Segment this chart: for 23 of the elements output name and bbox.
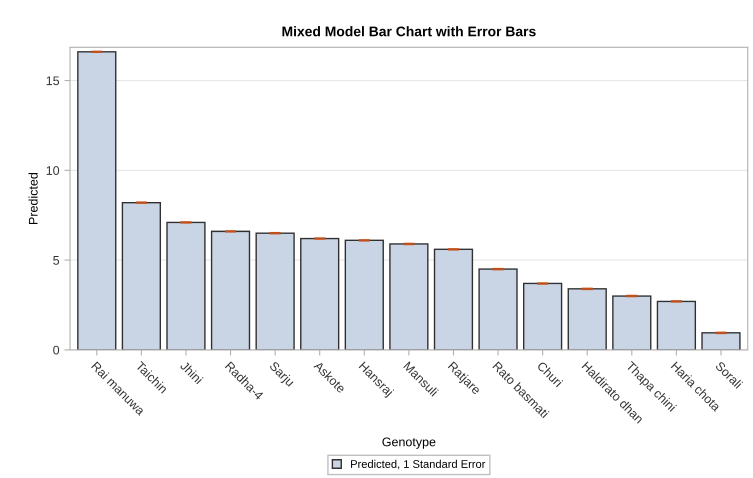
bar: [255, 232, 295, 350]
bar: [122, 202, 162, 350]
bar: [300, 238, 340, 350]
bar: [166, 222, 206, 350]
bar: [656, 300, 696, 350]
legend-label: Predicted, 1 Standard Error: [351, 460, 486, 470]
bar: [478, 268, 518, 350]
bar: [612, 295, 652, 350]
chart-title: Mixed Model Bar Chart with Error Bars: [282, 26, 536, 36]
bar: [389, 243, 429, 350]
bar: [210, 230, 250, 350]
y-tick-label: 0: [53, 346, 60, 355]
y-tick-label: 5: [53, 256, 60, 265]
y-tick-label: 15: [46, 76, 60, 86]
bar: [434, 248, 474, 350]
bar: [77, 51, 116, 350]
bar: [568, 288, 607, 350]
bar: [701, 332, 741, 350]
bar: [344, 240, 384, 350]
y-axis-title: Predicted: [28, 173, 38, 224]
bar: [522, 282, 562, 350]
x-axis-title: Genotype: [382, 437, 436, 449]
y-tick-label: 10: [46, 166, 60, 175]
